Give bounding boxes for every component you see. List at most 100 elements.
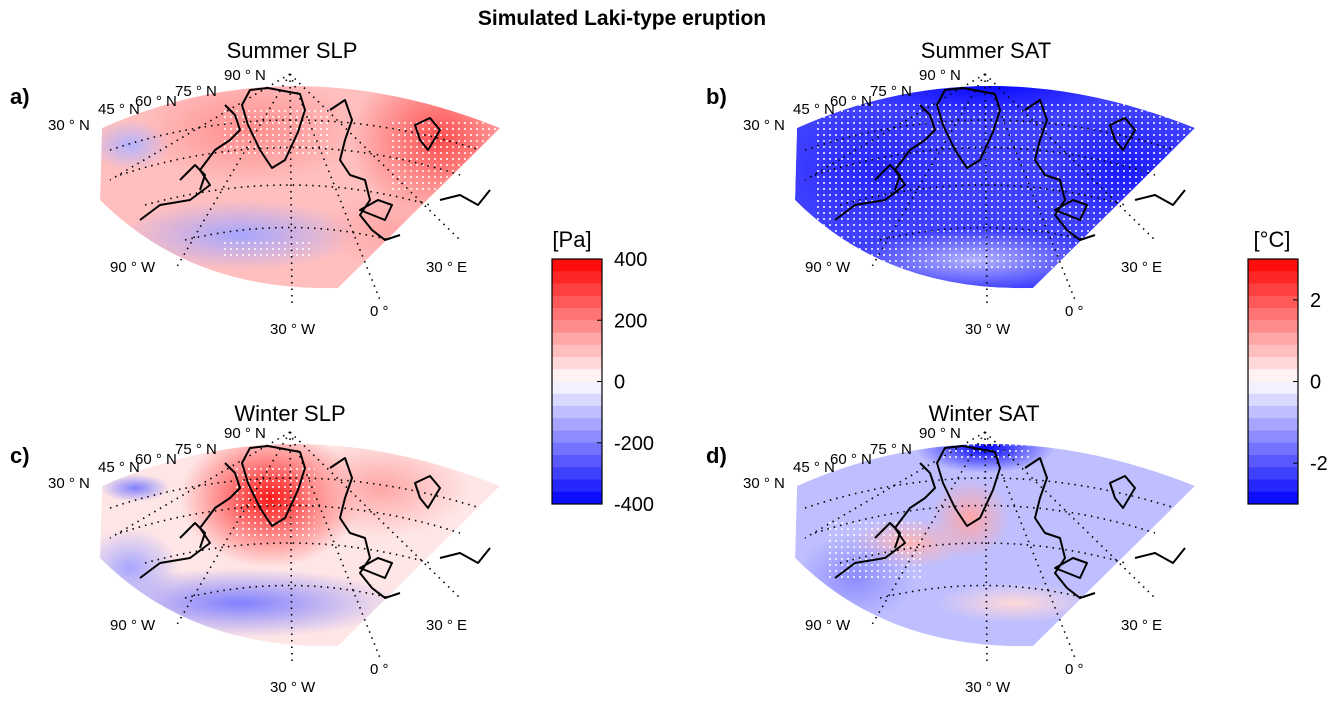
eastern-coast [439, 547, 491, 564]
colorbar-level [552, 357, 602, 370]
north-america-coast [139, 462, 241, 579]
meridian-line [289, 73, 461, 241]
eastern-coast [1134, 547, 1186, 564]
colorbar-level [552, 430, 602, 444]
graticule [109, 431, 481, 664]
colorbar-slp-unit: [Pa] [552, 227, 591, 252]
anomaly-region [100, 474, 170, 502]
lat-label: 45 ° N [793, 459, 835, 476]
europe-coast [329, 99, 401, 241]
lon-label: 90 ° W [110, 259, 156, 276]
coastlines [834, 445, 1186, 599]
europe-coast [329, 457, 401, 599]
lat-label: 60 ° N [830, 93, 872, 110]
hudson-bay-coast [874, 522, 901, 549]
colorbar-level [1248, 357, 1298, 370]
scandinavia-coast [1109, 475, 1136, 509]
colorbar-tick-label: 2 [1310, 290, 1321, 312]
meridian-line [804, 431, 986, 539]
panel-title: Winter SAT [929, 401, 1040, 426]
latitude-line [119, 504, 461, 534]
panel-b: Summer SAT b) 30 ° N 45 ° N60 ° N75 ° N 90 °… [706, 38, 1195, 338]
meridian-line [804, 73, 986, 181]
anomaly-region [100, 120, 170, 170]
lat-label: 60 ° N [830, 451, 872, 468]
north-america-coast [834, 104, 936, 221]
anomaly-region [935, 583, 1095, 623]
lon-label: 30 ° W [270, 679, 316, 696]
british-isles-coast [359, 199, 393, 221]
colorbar-level [552, 295, 602, 309]
colorbar-level [552, 491, 602, 505]
lon-label: 0 ° [1065, 661, 1084, 678]
colorbar-level [552, 320, 602, 333]
europe-coast [1024, 457, 1096, 599]
greenland-coast [241, 87, 306, 169]
lat-label: 90 ° N [224, 67, 266, 84]
colorbar-level [552, 455, 602, 468]
panel-c: Winter SLP c) 30 ° N 45 ° N60 ° N75 ° N 90 °… [10, 401, 500, 696]
colorbar-level [552, 308, 602, 321]
lon-label: 30 ° E [426, 259, 467, 276]
meridian-line [984, 431, 1156, 599]
lat-label: 30 ° N [48, 475, 90, 492]
lat-label: 75 ° N [175, 83, 217, 100]
colorbar-level [1248, 479, 1298, 493]
meridian-line [289, 73, 381, 301]
lat-label: 45 ° N [98, 101, 140, 118]
colorbar-tick-label: 200 [614, 310, 647, 332]
latitude-line [879, 226, 1086, 241]
panel-title: Summer SLP [227, 38, 358, 63]
colorbar-level [552, 271, 602, 284]
colorbar-level [552, 259, 602, 272]
colorbar-tick-label: -200 [614, 433, 654, 455]
north-america-coast [834, 462, 936, 579]
colorbar-level [1248, 406, 1298, 419]
colorbar-level [1248, 442, 1298, 456]
colorbar-sat: [°C] 2 0 -2 [1247, 227, 1328, 505]
panel-field [795, 86, 1195, 289]
british-isles-coast [1054, 199, 1088, 221]
latitude-line [814, 146, 1156, 176]
latitude-line [879, 584, 1086, 599]
panel-label: d) [706, 443, 727, 468]
colorbar-level [1248, 332, 1298, 346]
lat-label: 90 ° N [919, 67, 961, 84]
latitude-line [184, 226, 391, 241]
significance-stippling [220, 240, 310, 260]
lat-label: 30 ° N [743, 117, 785, 134]
scandinavia-coast [1109, 117, 1136, 151]
latitude-line [814, 504, 1156, 534]
lon-label: 90 ° W [805, 259, 851, 276]
scandinavia-coast [414, 475, 441, 509]
panel-title: Summer SAT [921, 38, 1051, 63]
lat-label: 75 ° N [870, 441, 912, 458]
graticule [804, 431, 1176, 664]
colorbar-level [1248, 418, 1298, 431]
colorbar-slp: [Pa] 400 200 0 -200 -400 [551, 227, 654, 516]
eastern-coast [1134, 189, 1186, 206]
lon-label: 30 ° W [965, 321, 1011, 338]
colorbar-level [552, 369, 602, 382]
colorbar-tick-label: -2 [1310, 453, 1328, 475]
coastlines [834, 87, 1186, 241]
meridian-line [984, 431, 1076, 659]
colorbar-level [1248, 455, 1298, 468]
graticule [804, 73, 1176, 306]
europe-coast [1024, 99, 1096, 241]
colorbar-level [1248, 467, 1298, 480]
colorbar-tick-label: 400 [614, 249, 647, 271]
lon-label: 90 ° W [805, 617, 851, 634]
colorbar-level [1248, 344, 1298, 358]
meridian-line [289, 431, 381, 659]
lat-label: 30 ° N [743, 475, 785, 492]
figure-title: Simulated Laki-type eruption [478, 7, 766, 30]
colorbar-level [1248, 271, 1298, 284]
panel-label: c) [10, 443, 30, 468]
latitude-line [184, 584, 391, 599]
hudson-bay-coast [179, 522, 206, 549]
lat-label: 45 ° N [793, 101, 835, 118]
colorbar-level [552, 283, 602, 297]
colorbar-level [1248, 369, 1298, 382]
